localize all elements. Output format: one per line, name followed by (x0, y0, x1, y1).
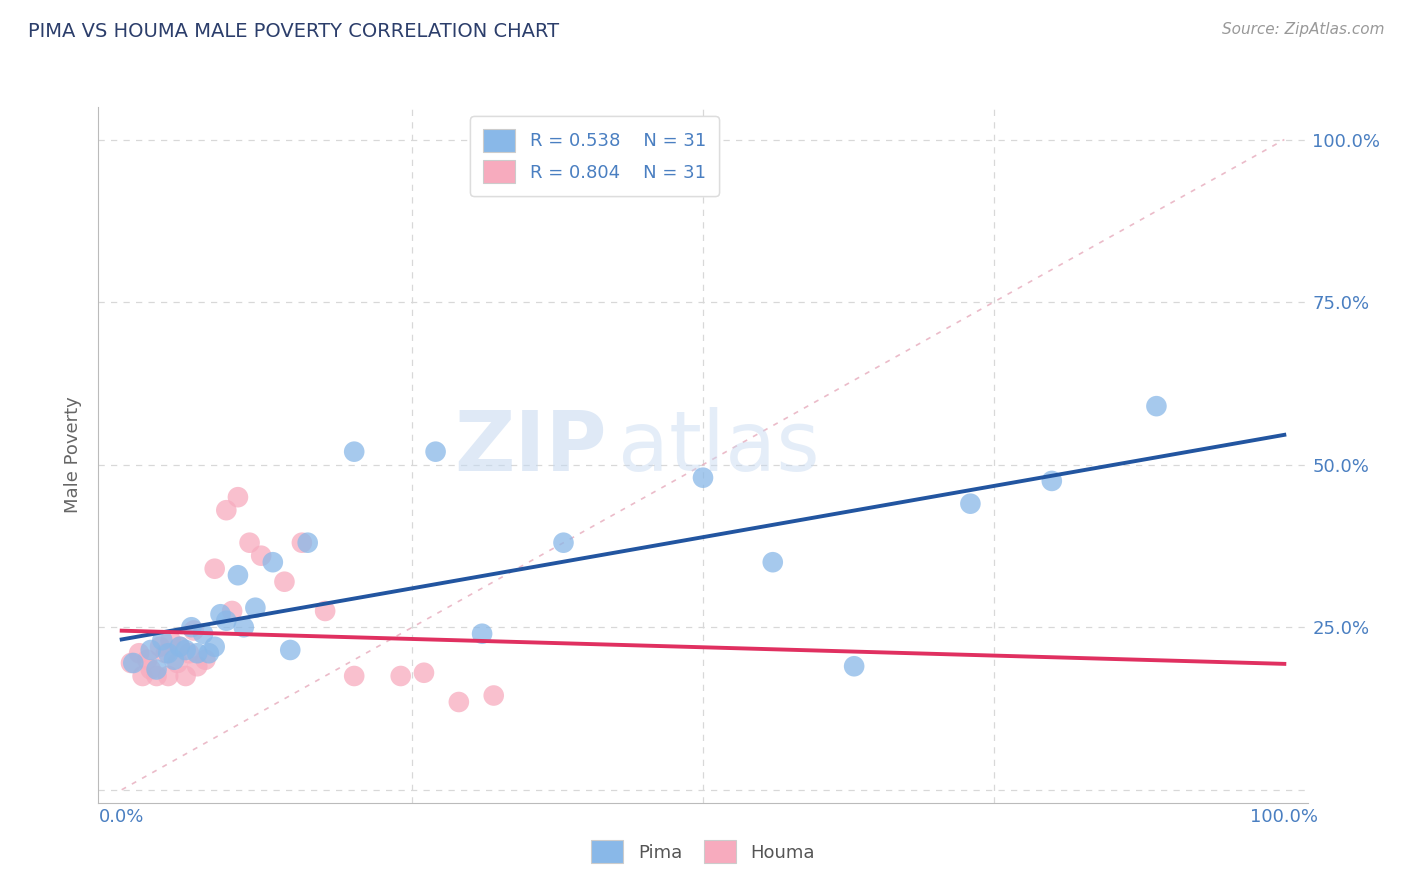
Point (180, 620, 202, 634)
Point (169, 640, 191, 654)
Point (145, 669, 167, 683)
Point (166, 656, 188, 670)
Point (149, 640, 172, 654)
Point (155, 646, 177, 660)
Point (232, 620, 254, 634)
Point (194, 653, 217, 667)
Point (136, 653, 159, 667)
Point (447, 695, 470, 709)
Text: Source: ZipAtlas.com: Source: ZipAtlas.com (1222, 22, 1385, 37)
Y-axis label: Male Poverty: Male Poverty (63, 397, 82, 513)
Point (191, 626, 214, 640)
Point (842, 659, 865, 673)
Point (482, 689, 505, 703)
Point (314, 604, 336, 618)
Point (250, 549, 273, 563)
Point (297, 535, 319, 549)
Point (186, 659, 208, 673)
Point (174, 643, 197, 657)
Point (226, 568, 249, 582)
Point (692, 471, 714, 485)
Point (278, 643, 301, 657)
Legend: Pima, Houma: Pima, Houma (581, 830, 825, 874)
Legend: R = 0.538    N = 31, R = 0.804    N = 31: R = 0.538 N = 31, R = 0.804 N = 31 (470, 116, 718, 196)
Point (221, 604, 243, 618)
Point (163, 653, 186, 667)
Point (215, 503, 238, 517)
Point (413, 665, 436, 680)
Point (159, 633, 181, 648)
Point (343, 444, 366, 458)
Point (389, 669, 412, 683)
Point (131, 669, 153, 683)
Point (169, 640, 191, 654)
Point (139, 643, 162, 657)
Point (959, 497, 981, 511)
Point (239, 535, 262, 549)
Point (262, 555, 284, 569)
Point (226, 490, 249, 504)
Point (245, 600, 267, 615)
Point (425, 444, 447, 458)
Point (128, 646, 150, 660)
Point (157, 646, 180, 660)
Point (122, 656, 145, 670)
Point (215, 614, 238, 628)
Point (343, 669, 366, 683)
Point (174, 669, 197, 683)
Point (762, 555, 785, 569)
Point (204, 640, 226, 654)
Point (291, 535, 314, 549)
Point (145, 663, 167, 677)
Point (157, 669, 180, 683)
Point (1040, 474, 1063, 488)
Point (198, 646, 221, 660)
Point (209, 607, 232, 622)
Text: atlas: atlas (619, 408, 820, 489)
Text: ZIP: ZIP (454, 408, 606, 489)
Point (186, 646, 208, 660)
Point (183, 624, 205, 638)
Point (1144, 399, 1167, 413)
Text: PIMA VS HOUMA MALE POVERTY CORRELATION CHART: PIMA VS HOUMA MALE POVERTY CORRELATION C… (28, 22, 560, 41)
Point (273, 574, 295, 589)
Point (204, 562, 226, 576)
Point (150, 633, 173, 648)
Point (471, 626, 494, 640)
Point (120, 656, 142, 670)
Point (139, 663, 162, 677)
Point (553, 535, 575, 549)
Point (177, 646, 201, 660)
